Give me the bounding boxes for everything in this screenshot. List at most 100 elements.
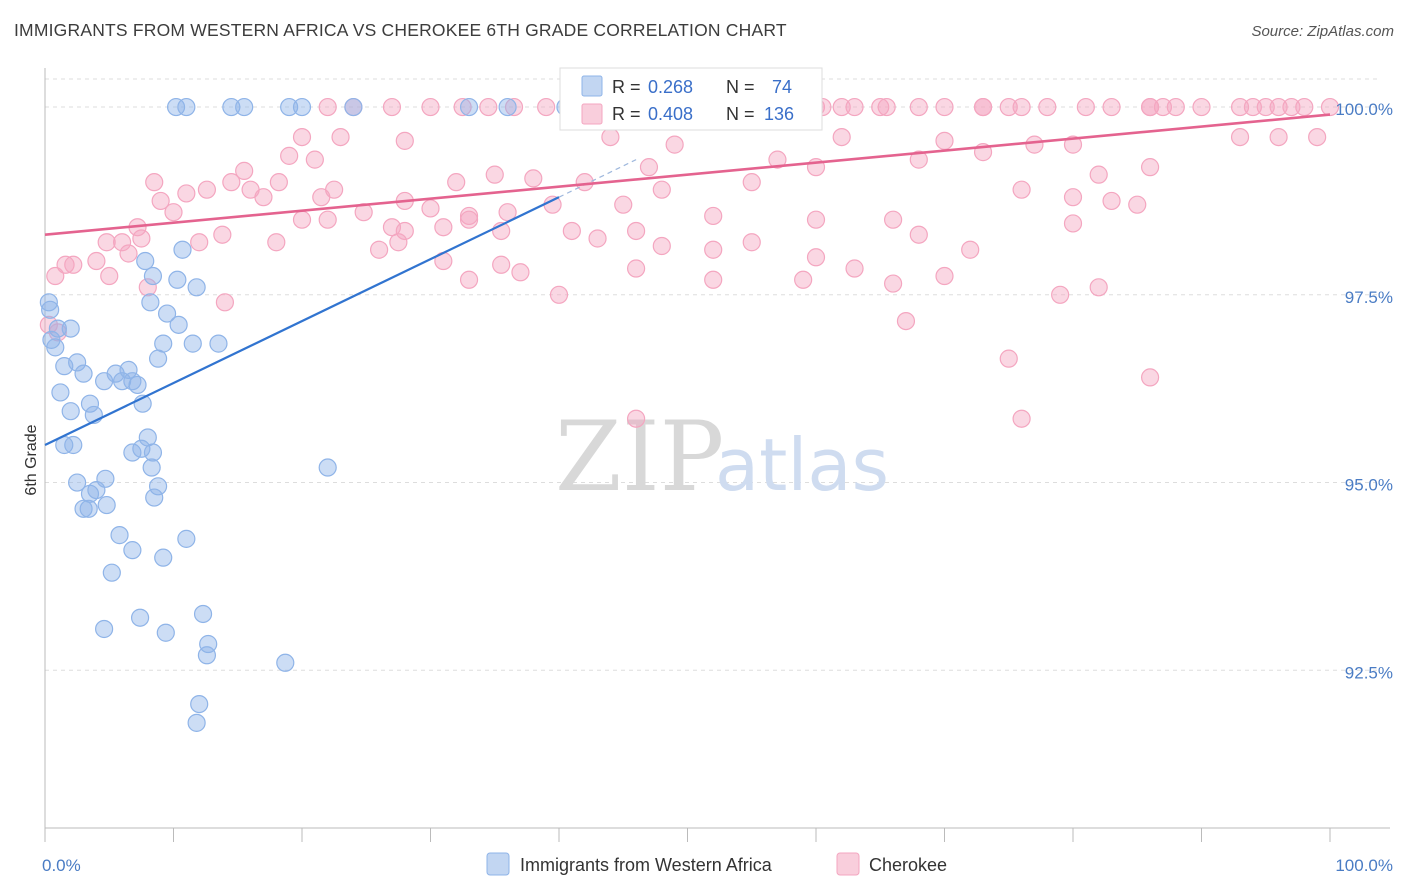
cherokee-point xyxy=(1063,135,1083,154)
immigrants-point xyxy=(68,473,87,492)
cherokee-point xyxy=(1140,368,1160,387)
cherokee-point xyxy=(97,233,116,252)
cherokee-point xyxy=(151,191,170,211)
immigrants-point xyxy=(123,372,142,391)
cherokee-point xyxy=(1012,180,1031,199)
cherokee-point xyxy=(254,188,273,207)
cherokee-point xyxy=(453,97,472,117)
cherokee-point xyxy=(1012,409,1031,428)
legend-swatch-immigrants xyxy=(581,75,603,97)
cherokee-point xyxy=(961,240,980,259)
legend-r-value-immigrants: 0.268 xyxy=(648,77,693,97)
bottom-legend-label-immigrants: Immigrants from Western Africa xyxy=(520,855,773,875)
stats-legend: R = 0.268 N = 74 R = 0.408 N = 136 xyxy=(559,67,823,131)
cherokee-point xyxy=(389,233,408,252)
immigrants-point xyxy=(64,435,83,455)
immigrants-point xyxy=(280,97,299,117)
cherokee-point xyxy=(742,233,761,252)
x-tick-label-max: 100.0% xyxy=(1335,856,1393,875)
y-tick-label: 95.0% xyxy=(1345,476,1393,495)
axes xyxy=(44,68,1390,842)
y-tick-label: 97.5% xyxy=(1345,288,1393,307)
cherokee-point xyxy=(1295,97,1314,117)
cherokee-point xyxy=(498,203,517,222)
cherokee-point xyxy=(459,270,479,289)
cherokee-point xyxy=(46,266,65,286)
immigrants-point xyxy=(141,293,160,312)
immigrants-point xyxy=(102,563,121,582)
cherokee-point xyxy=(935,131,954,150)
cherokee-point xyxy=(132,229,151,248)
cherokee-point xyxy=(1153,97,1173,117)
immigrants-point xyxy=(187,713,206,732)
immigrants-point xyxy=(41,300,60,319)
cherokee-point xyxy=(871,97,890,117)
y-tick-label: 92.5% xyxy=(1345,663,1393,682)
cherokee-point xyxy=(100,266,119,286)
immigrants-point xyxy=(110,526,129,545)
cherokee-point xyxy=(382,97,402,117)
cherokee-point xyxy=(626,259,646,278)
trend-line-immigrants-extension xyxy=(558,159,637,198)
cherokee-point xyxy=(883,210,903,229)
cherokee-point xyxy=(112,233,132,252)
cherokee-point xyxy=(1166,97,1185,117)
immigrants-point xyxy=(51,383,70,402)
cherokee-point xyxy=(652,236,671,256)
immigrants-point xyxy=(119,360,138,380)
cherokee-point xyxy=(213,225,232,244)
cherokee-point xyxy=(626,221,646,241)
cherokee-point xyxy=(768,150,787,169)
immigrants-point xyxy=(148,349,168,368)
cherokee-point xyxy=(845,97,864,117)
immigrants-point xyxy=(145,488,164,507)
immigrants-point xyxy=(138,428,157,447)
cherokee-point xyxy=(492,255,511,274)
cherokee-point xyxy=(331,127,350,147)
cherokee-point xyxy=(832,127,851,147)
immigrants-point xyxy=(132,439,151,458)
cherokee-point xyxy=(883,274,903,293)
cherokee-point xyxy=(1012,97,1031,117)
immigrants-point xyxy=(166,97,186,117)
immigrants-point xyxy=(123,541,142,560)
cherokee-point xyxy=(511,263,530,282)
cherokee-point xyxy=(434,218,453,237)
cherokee-point xyxy=(1051,285,1070,304)
immigrants-point xyxy=(154,334,173,353)
cherokee-point xyxy=(909,97,928,117)
cherokee-point xyxy=(1140,158,1160,177)
cherokee-point xyxy=(222,173,241,192)
cherokee-point xyxy=(318,210,337,229)
cherokee-point xyxy=(459,210,479,229)
immigrants-point xyxy=(80,394,100,413)
x-tick-labels: 0.0% 100.0% xyxy=(42,856,1393,875)
cherokee-point xyxy=(999,349,1018,368)
immigrants-point xyxy=(136,251,155,271)
cherokee-point xyxy=(1025,135,1044,154)
cherokee-point xyxy=(1102,97,1121,117)
immigrants-point xyxy=(292,97,312,117)
immigrants-point xyxy=(154,548,173,567)
cherokee-point xyxy=(479,97,498,117)
legend-swatch-cherokee xyxy=(581,103,603,125)
cherokee-point xyxy=(524,169,543,188)
stats-legend-box xyxy=(559,67,823,131)
cherokee-point xyxy=(370,240,389,259)
cherokee-point xyxy=(575,173,594,192)
immigrants-point xyxy=(177,97,196,117)
cherokee-point xyxy=(1128,195,1147,214)
cherokee-point xyxy=(806,248,826,267)
immigrants-point xyxy=(48,319,67,338)
immigrants-point xyxy=(173,240,192,259)
cherokee-point xyxy=(421,97,440,117)
immigrants-point xyxy=(68,353,87,372)
immigrants-point xyxy=(344,97,363,117)
cherokee-point xyxy=(832,97,851,117)
cherokee-point xyxy=(1076,97,1095,117)
legend-n-label-cherokee: N = xyxy=(726,104,755,124)
cherokee-point xyxy=(177,184,196,203)
immigrants-point xyxy=(276,653,295,672)
cherokee-point xyxy=(1269,97,1288,117)
cherokee-point xyxy=(704,206,723,226)
